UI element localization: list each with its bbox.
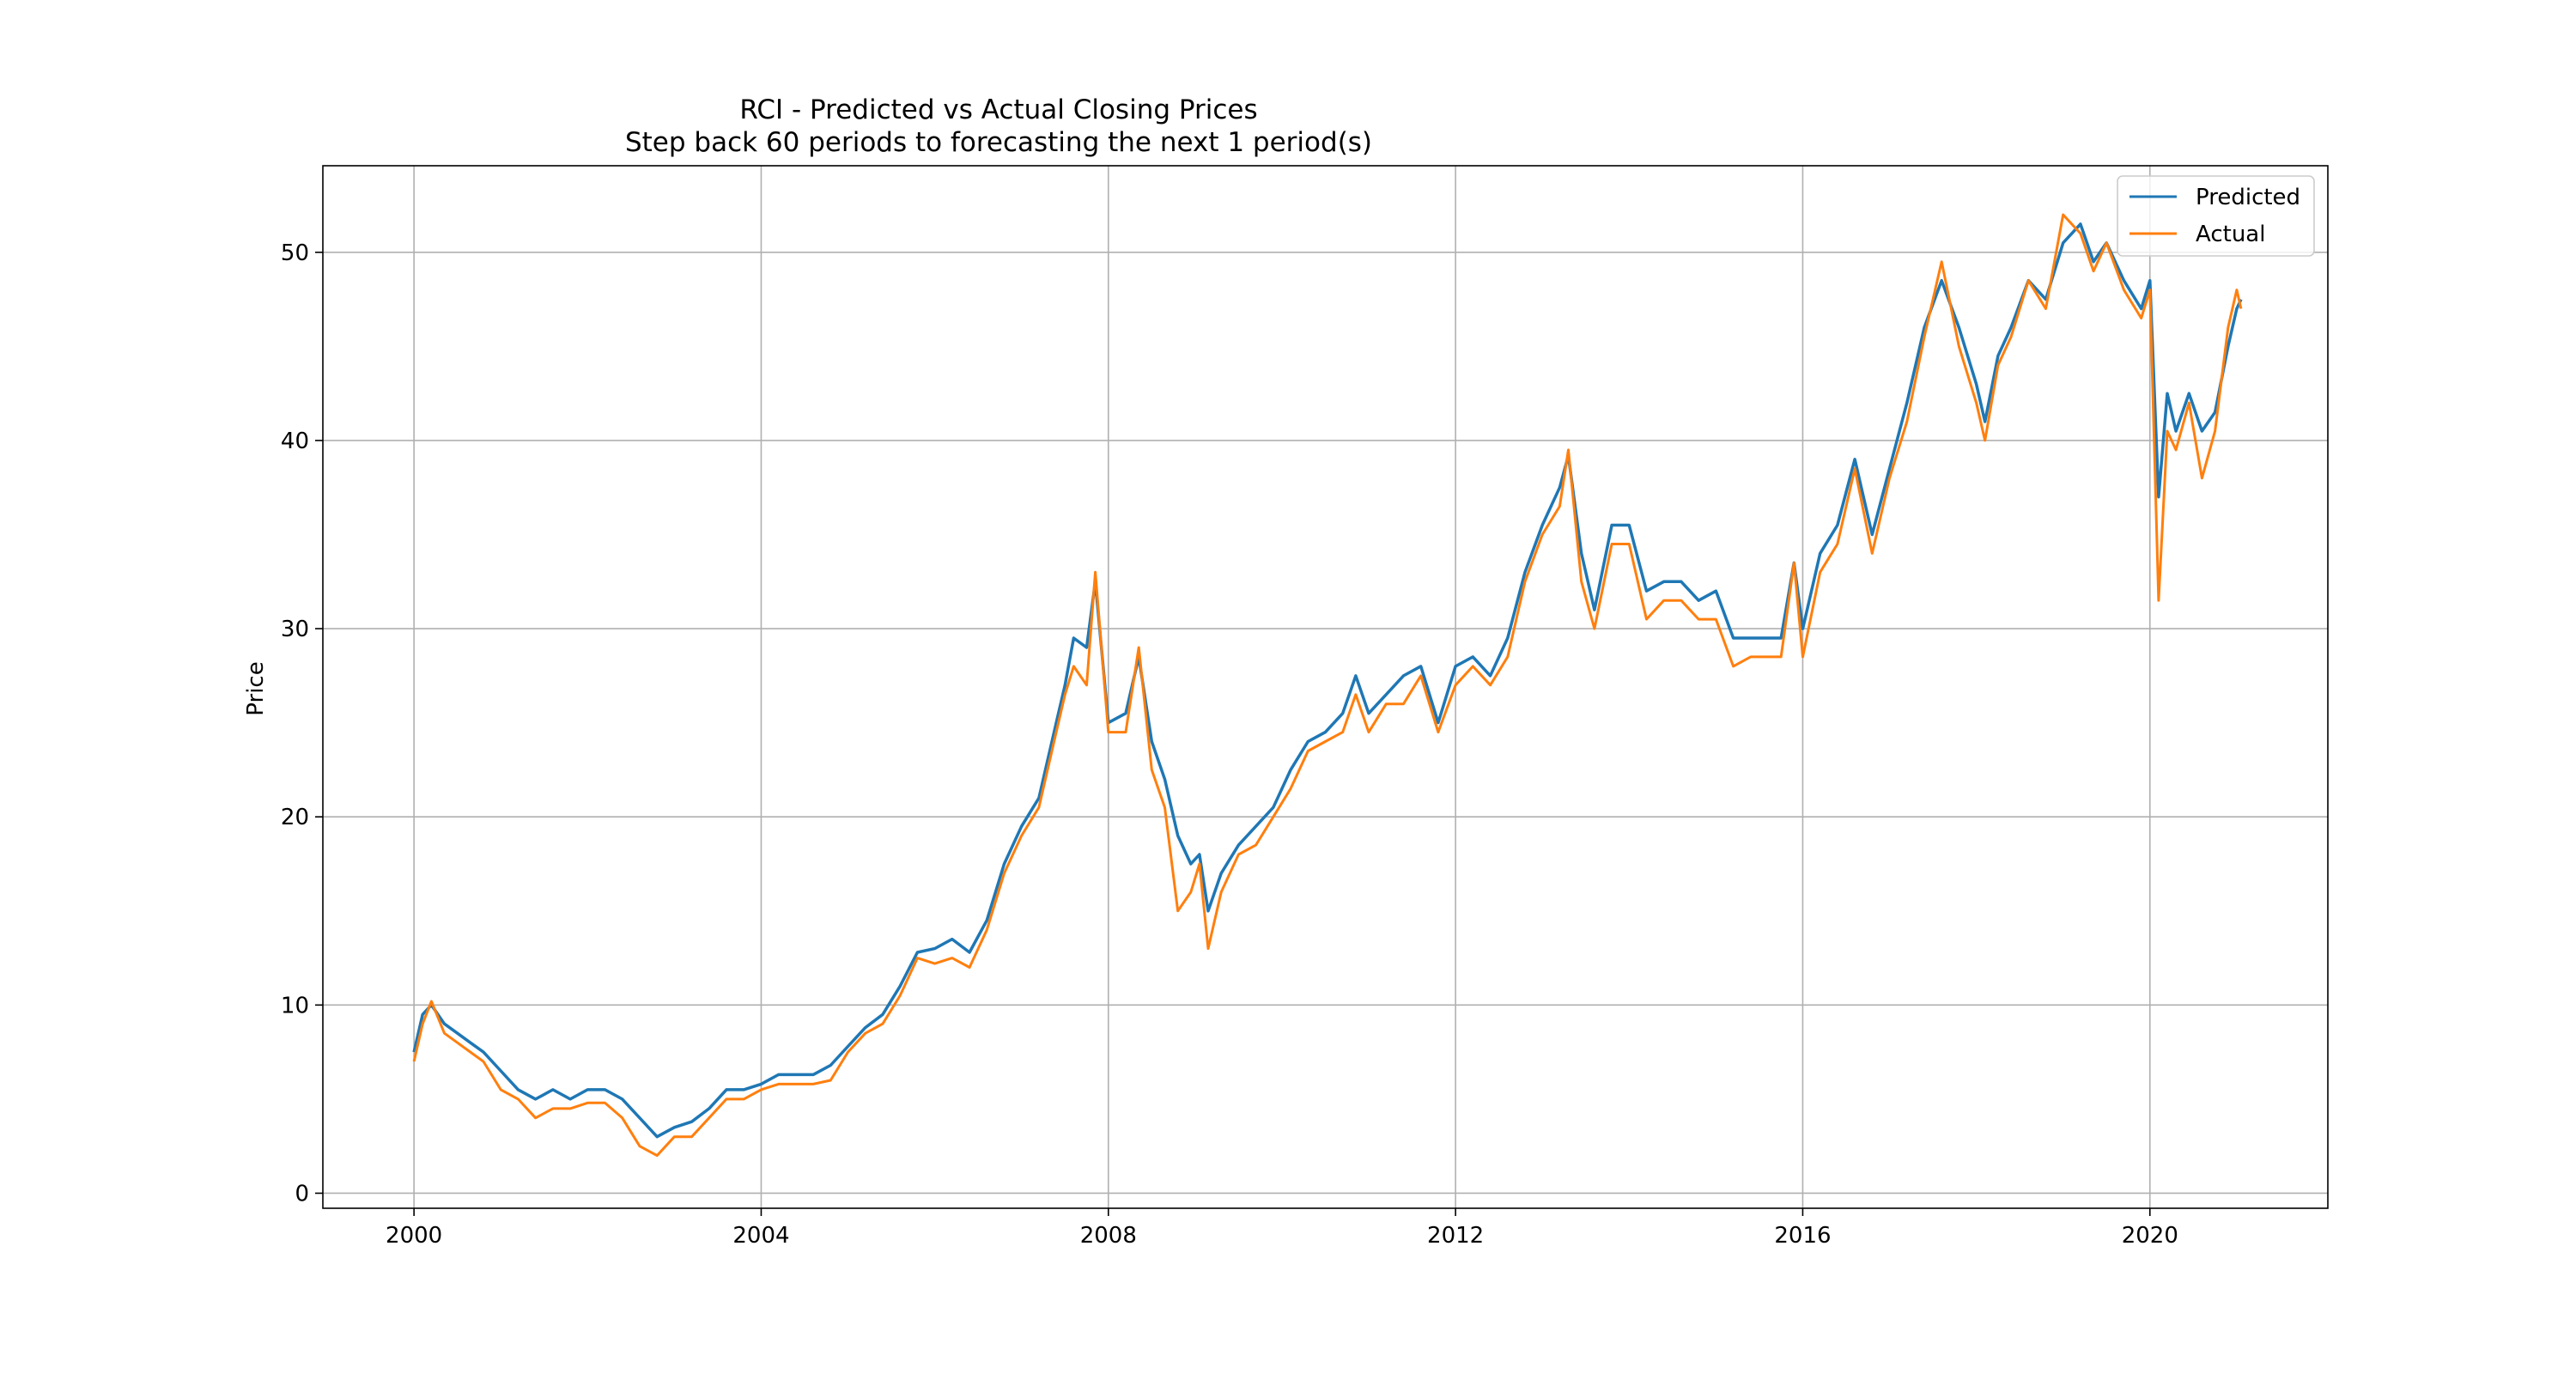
y-tick-label: 20 [281, 805, 309, 830]
y-axis-label: Price [243, 661, 269, 715]
y-tick-label: 50 [281, 240, 309, 266]
series-lines [412, 213, 2243, 1158]
series-line-actual [412, 213, 2243, 1158]
legend-label-actual: Actual [2196, 222, 2265, 247]
x-tick-label: 2000 [386, 1223, 442, 1249]
x-tick-label: 2012 [1427, 1223, 1484, 1249]
y-tick-label: 30 [281, 617, 309, 642]
chart-title: RCI - Predicted vs Actual Closing Prices [739, 94, 1257, 125]
y-tick-label: 0 [295, 1181, 309, 1207]
x-tick-label: 2020 [2122, 1223, 2178, 1249]
x-tick-label: 2004 [732, 1223, 789, 1249]
plot-area-frame [322, 165, 2329, 1209]
legend: Predicted Actual [2117, 175, 2315, 257]
y-tick-label: 10 [281, 993, 309, 1018]
series-line-predicted [412, 222, 2243, 1139]
axis-ticks: 2000 2004 2008 2012 2016 2020 0 10 20 30 40 50 [281, 240, 2178, 1249]
x-tick-label: 2008 [1080, 1223, 1137, 1249]
x-tick-label: 2016 [1774, 1223, 1831, 1249]
chart-subtitle: Step back 60 periods to forecasting the … [625, 127, 1372, 158]
y-tick-label: 40 [281, 429, 309, 454]
legend-label-predicted: Predicted [2196, 185, 2300, 210]
grid-lines [323, 166, 2328, 1208]
